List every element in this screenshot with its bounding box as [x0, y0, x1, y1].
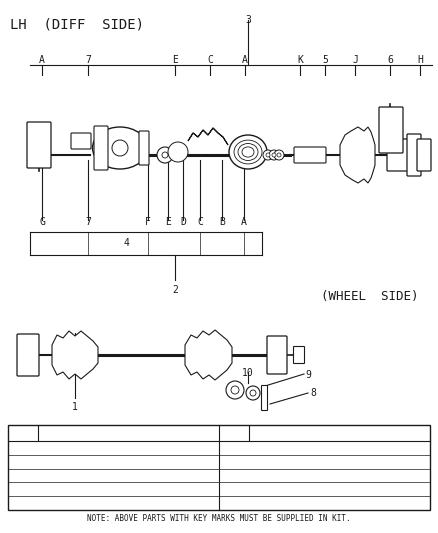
Circle shape — [277, 153, 281, 157]
Text: LH  (DIFF  SIDE): LH (DIFF SIDE) — [10, 18, 144, 32]
Text: A: A — [21, 443, 25, 453]
FancyBboxPatch shape — [293, 346, 304, 364]
Text: B: B — [219, 217, 225, 227]
Text: E: E — [165, 217, 171, 227]
Text: F: F — [145, 217, 151, 227]
Text: B: B — [21, 457, 25, 466]
Text: E: E — [172, 55, 178, 65]
Text: BAND, BOOT: BAND, BOOT — [43, 471, 93, 480]
Text: C: C — [21, 471, 25, 480]
Circle shape — [263, 150, 273, 160]
Text: BOOT (BJ): BOOT (BJ) — [254, 485, 299, 494]
Text: F: F — [232, 443, 237, 453]
Polygon shape — [188, 128, 228, 145]
Bar — [8, 425, 430, 510]
FancyBboxPatch shape — [139, 131, 149, 165]
Polygon shape — [340, 127, 375, 183]
FancyBboxPatch shape — [379, 107, 403, 153]
Text: 4: 4 — [123, 238, 129, 248]
Polygon shape — [185, 330, 232, 380]
Text: C: C — [207, 55, 213, 65]
Text: A: A — [39, 55, 45, 65]
FancyBboxPatch shape — [71, 133, 91, 149]
Text: G: G — [39, 217, 45, 227]
Text: (WHEEL  SIDE): (WHEEL SIDE) — [321, 290, 419, 303]
Text: J: J — [232, 485, 237, 494]
FancyBboxPatch shape — [294, 147, 326, 163]
Text: SPIDER ASSY: SPIDER ASSY — [43, 485, 98, 494]
Circle shape — [168, 142, 188, 162]
Text: A: A — [241, 217, 247, 227]
Circle shape — [266, 153, 270, 157]
Text: GREASE PACKAGE: GREASE PACKAGE — [254, 457, 324, 466]
FancyBboxPatch shape — [94, 126, 108, 170]
Circle shape — [162, 152, 168, 158]
FancyBboxPatch shape — [17, 334, 39, 376]
FancyBboxPatch shape — [27, 122, 51, 168]
FancyBboxPatch shape — [387, 139, 411, 171]
Text: A: A — [242, 55, 248, 65]
Circle shape — [226, 381, 244, 399]
FancyBboxPatch shape — [407, 134, 421, 176]
Text: K: K — [232, 498, 237, 507]
Text: 7: 7 — [85, 55, 91, 65]
Text: G: G — [232, 457, 237, 466]
Text: PARTS NAME: PARTS NAME — [318, 430, 361, 436]
Text: 7: 7 — [85, 217, 91, 227]
Text: 6: 6 — [387, 55, 393, 65]
Circle shape — [274, 150, 284, 160]
Text: D: D — [21, 485, 25, 494]
FancyBboxPatch shape — [417, 139, 431, 171]
FancyBboxPatch shape — [261, 385, 268, 410]
Text: 9: 9 — [305, 370, 311, 380]
Text: 1: 1 — [72, 402, 78, 412]
Circle shape — [269, 150, 279, 160]
Text: J: J — [352, 55, 358, 65]
Ellipse shape — [229, 135, 267, 169]
Text: BAND, BOOT: BAND, BOOT — [43, 443, 93, 453]
Circle shape — [272, 153, 276, 157]
Text: H: H — [232, 471, 237, 480]
Circle shape — [250, 390, 256, 396]
Text: 2: 2 — [172, 285, 178, 295]
FancyBboxPatch shape — [267, 336, 287, 374]
Polygon shape — [52, 331, 98, 379]
Text: 10: 10 — [242, 368, 254, 378]
Text: E: E — [21, 498, 25, 507]
Circle shape — [157, 147, 173, 163]
Text: BAND, DAMPER: BAND, DAMPER — [254, 498, 314, 507]
Text: GREASE PACKAGE: GREASE PACKAGE — [254, 471, 324, 480]
Text: KEY
MARK: KEY MARK — [226, 427, 243, 439]
Text: 3: 3 — [245, 15, 251, 25]
Text: D: D — [180, 217, 186, 227]
Text: KEY
MARK: KEY MARK — [14, 427, 32, 439]
Text: PARTS NAME: PARTS NAME — [107, 430, 150, 436]
Text: C: C — [197, 217, 203, 227]
Circle shape — [231, 386, 239, 394]
Text: TJ ASSY: TJ ASSY — [254, 443, 289, 453]
Text: NOTE: ABOVE PARTS WITH KEY MARKS MUST BE SUPPLIED IN KIT.: NOTE: ABOVE PARTS WITH KEY MARKS MUST BE… — [87, 514, 351, 523]
Ellipse shape — [92, 127, 148, 169]
Text: BOOT (TJ): BOOT (TJ) — [43, 457, 88, 466]
Text: H: H — [417, 55, 423, 65]
Circle shape — [246, 386, 260, 400]
Text: SNAP RING: SNAP RING — [43, 498, 88, 507]
Circle shape — [112, 140, 128, 156]
Text: 8: 8 — [310, 388, 316, 398]
Text: K: K — [297, 55, 303, 65]
Text: 5: 5 — [322, 55, 328, 65]
